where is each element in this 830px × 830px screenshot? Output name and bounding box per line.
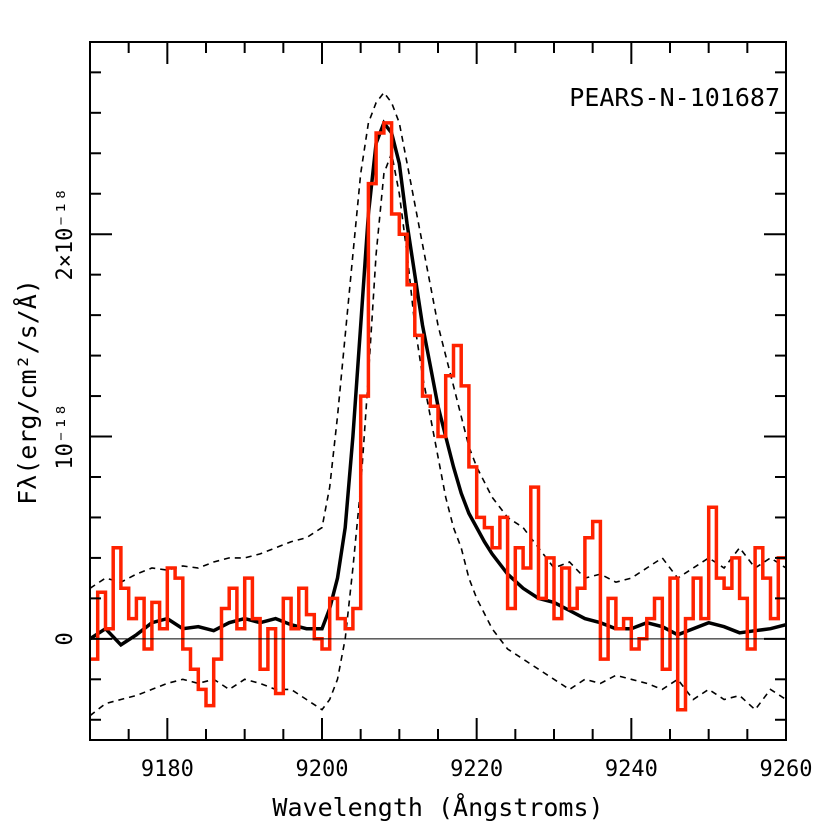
series-red-step xyxy=(90,121,786,712)
plot-frame xyxy=(89,41,787,741)
x-axis-title: Wavelength (Ångstroms) xyxy=(272,793,603,822)
x-tick-label: 9260 xyxy=(760,757,813,782)
x-tick-label: 9220 xyxy=(450,757,503,782)
series-black-solid xyxy=(90,119,786,648)
y-tick-label: 10⁻¹⁸ xyxy=(53,403,78,469)
y-axis-title: Fλ(erg/cm²/s/Å) xyxy=(13,279,42,505)
series-layer xyxy=(90,91,786,717)
x-tick-label: 9180 xyxy=(141,757,194,782)
series-dash-lower xyxy=(90,150,786,717)
x-tick-label: 9240 xyxy=(605,757,658,782)
x-tick-label: 9200 xyxy=(296,757,349,782)
object-id-annotation: PEARS-N-101687 xyxy=(569,83,780,112)
y-tick-label: 0 xyxy=(53,632,78,645)
ticks-layer: 9180 9200 9220 9240 9260 0 10⁻¹⁸ 2×10⁻¹⁸ xyxy=(53,42,812,782)
series-dash-upper xyxy=(90,91,786,589)
y-tick-label: 2×10⁻¹⁸ xyxy=(53,188,78,281)
